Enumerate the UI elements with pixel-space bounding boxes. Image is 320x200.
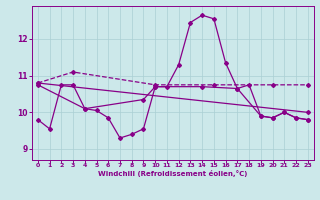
X-axis label: Windchill (Refroidissement éolien,°C): Windchill (Refroidissement éolien,°C) (98, 170, 247, 177)
